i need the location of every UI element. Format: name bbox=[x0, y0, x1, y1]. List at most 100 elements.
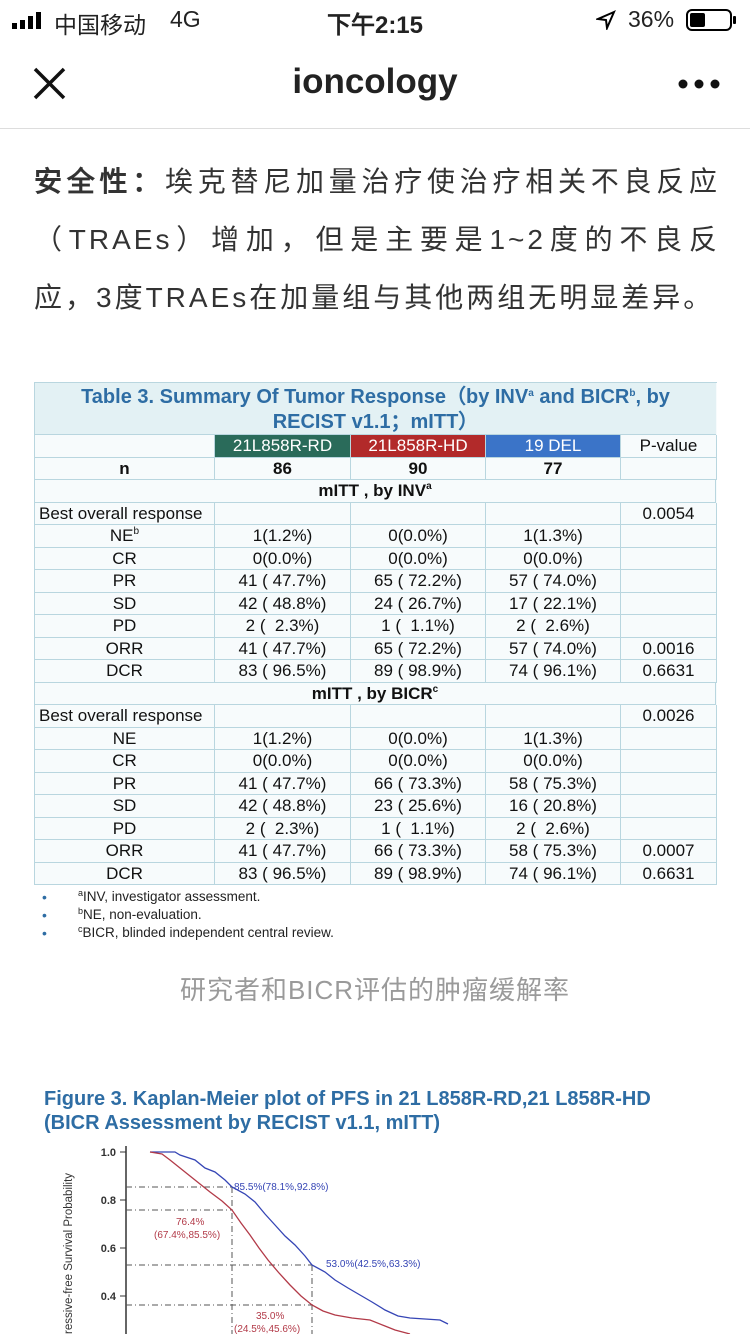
network: 4G bbox=[170, 6, 201, 32]
table-cell: 2 ( 2.3%) bbox=[215, 615, 351, 638]
text-part: and BICR bbox=[533, 386, 630, 408]
label-text: CR bbox=[112, 751, 137, 770]
km-figure: Figure 3. Kaplan-Meier plot of PFS in 21… bbox=[44, 1088, 651, 1334]
y-tick-label: 0.4 bbox=[101, 1291, 117, 1303]
text-part: , by bbox=[635, 386, 670, 408]
p-value bbox=[621, 570, 717, 593]
table-cell: 42 ( 48.8%) bbox=[215, 592, 351, 615]
curve-rd bbox=[150, 1151, 449, 1325]
table-cell: 90 bbox=[351, 457, 486, 480]
footnote-text: BICR, blinded independent central review… bbox=[82, 925, 334, 940]
row-label: DCR bbox=[35, 862, 215, 885]
row-label: Best overall response bbox=[35, 705, 215, 728]
close-button[interactable] bbox=[32, 66, 68, 102]
superscript: a bbox=[78, 888, 84, 898]
table-cell: 0(0.0%) bbox=[215, 750, 351, 773]
table-cell: 0(0.0%) bbox=[351, 525, 486, 548]
p-value: 0.6631 bbox=[621, 862, 717, 885]
table-cell: 57 ( 74.0%) bbox=[486, 637, 621, 660]
curve-annotation: (24.5%,45.6%) bbox=[234, 1324, 300, 1334]
more-button[interactable] bbox=[678, 78, 722, 90]
median-guides bbox=[126, 1186, 313, 1334]
bullet: • bbox=[42, 889, 47, 905]
footnote-text: INV, investigator assessment. bbox=[83, 889, 261, 904]
p-value: 0.6631 bbox=[621, 660, 717, 683]
p-value bbox=[621, 772, 717, 795]
table-cell: 89 ( 98.9%) bbox=[351, 862, 486, 885]
table-cell bbox=[215, 502, 351, 525]
column-header: 19 DEL bbox=[486, 435, 621, 458]
row-label: n bbox=[35, 457, 215, 480]
table-cell: 83 ( 96.5%) bbox=[215, 660, 351, 683]
p-value: 0.0007 bbox=[621, 840, 717, 863]
label-text: DCR bbox=[106, 863, 143, 883]
curve-annotation: 76.4% bbox=[176, 1217, 204, 1228]
label-text: PR bbox=[112, 773, 137, 793]
table-cell: 74 ( 96.1%) bbox=[486, 660, 621, 683]
row-label: SD bbox=[35, 795, 215, 818]
table-cell: 2 ( 2.6%) bbox=[486, 615, 621, 638]
label-text: NE bbox=[112, 728, 137, 748]
footnote: cBICR, blinded independent central revie… bbox=[78, 925, 334, 941]
superscript: a bbox=[528, 388, 534, 399]
table-cell: 66 ( 73.3%) bbox=[351, 772, 486, 795]
p-value bbox=[621, 615, 717, 638]
y-tick-label: 1.0 bbox=[101, 1147, 116, 1159]
column-header: 21L858R-HD bbox=[351, 435, 486, 458]
table-cell: 41 ( 47.7%) bbox=[215, 570, 351, 593]
table-cell: 23 ( 25.6%) bbox=[351, 795, 486, 818]
table-cell bbox=[486, 705, 621, 728]
footnote: aINV, investigator assessment. bbox=[78, 888, 261, 905]
table-cell bbox=[351, 502, 486, 525]
row-label: PR bbox=[35, 570, 215, 593]
text-part: Table 3. Summary Of Tumor Response（by IN… bbox=[81, 386, 529, 408]
footnote: bNE, non-evaluation. bbox=[78, 907, 202, 923]
curve-annotation: 53.0%(42.5%,63.3%) bbox=[326, 1259, 421, 1270]
label-text: CR bbox=[112, 548, 137, 568]
table-cell: 2 ( 2.6%) bbox=[486, 817, 621, 840]
table-cell: 0(0.0%) bbox=[351, 727, 486, 750]
location-icon bbox=[596, 10, 616, 30]
table-cell: 1(1.3%) bbox=[486, 525, 621, 548]
p-value: 0.0054 bbox=[621, 502, 717, 525]
section-row: mITT , by INVa bbox=[35, 480, 716, 503]
table-cell: 58 ( 75.3%) bbox=[486, 840, 621, 863]
label-text: ORR bbox=[105, 841, 144, 860]
clock: 下午2:15 bbox=[326, 12, 424, 39]
table-cell: 41 ( 47.7%) bbox=[215, 840, 351, 863]
battery-percent: 36% bbox=[628, 6, 675, 32]
row-label: CR bbox=[35, 750, 215, 773]
nav-title: ioncology bbox=[292, 62, 458, 101]
battery-icon bbox=[686, 9, 736, 31]
label-text: SD bbox=[112, 796, 137, 815]
y-axis-label: ressive-free Survival Probability bbox=[63, 1173, 75, 1334]
table-cell: 0(0.0%) bbox=[486, 547, 621, 570]
column-header: P-value bbox=[621, 435, 717, 458]
superscript: b bbox=[629, 388, 636, 399]
response-table: Table 3. Summary Of Tumor Response（by IN… bbox=[34, 382, 717, 885]
table-cell: 1(1.2%) bbox=[215, 525, 351, 548]
table-cell: 0(0.0%) bbox=[215, 547, 351, 570]
superscript: a bbox=[426, 481, 432, 492]
row-label: ORR bbox=[35, 840, 215, 863]
row-label: ORR bbox=[35, 637, 215, 660]
footnotes: • aINV, investigator assessment. • bNE, non… bbox=[0, 889, 750, 949]
p-value bbox=[621, 547, 717, 570]
p-value bbox=[621, 457, 717, 480]
p-value: 0.0016 bbox=[621, 637, 717, 660]
row-label: SD bbox=[35, 592, 215, 615]
section-row: mITT , by BICRc bbox=[35, 682, 716, 705]
p-value bbox=[621, 525, 717, 548]
table-cell: 2 ( 2.3%) bbox=[215, 817, 351, 840]
bullet: • bbox=[42, 925, 47, 941]
table-cell: 58 ( 75.3%) bbox=[486, 772, 621, 795]
table-cell: 1 ( 1.1%) bbox=[351, 615, 486, 638]
table-cell: 83 ( 96.5%) bbox=[215, 862, 351, 885]
p-value bbox=[621, 795, 717, 818]
column-header: 21L858R-RD bbox=[215, 435, 351, 458]
footnote-text: NE, non-evaluation. bbox=[83, 907, 202, 922]
curve-hd bbox=[149, 1151, 411, 1334]
p-value bbox=[621, 817, 717, 840]
curve-annotation: 35.0% bbox=[256, 1311, 284, 1322]
